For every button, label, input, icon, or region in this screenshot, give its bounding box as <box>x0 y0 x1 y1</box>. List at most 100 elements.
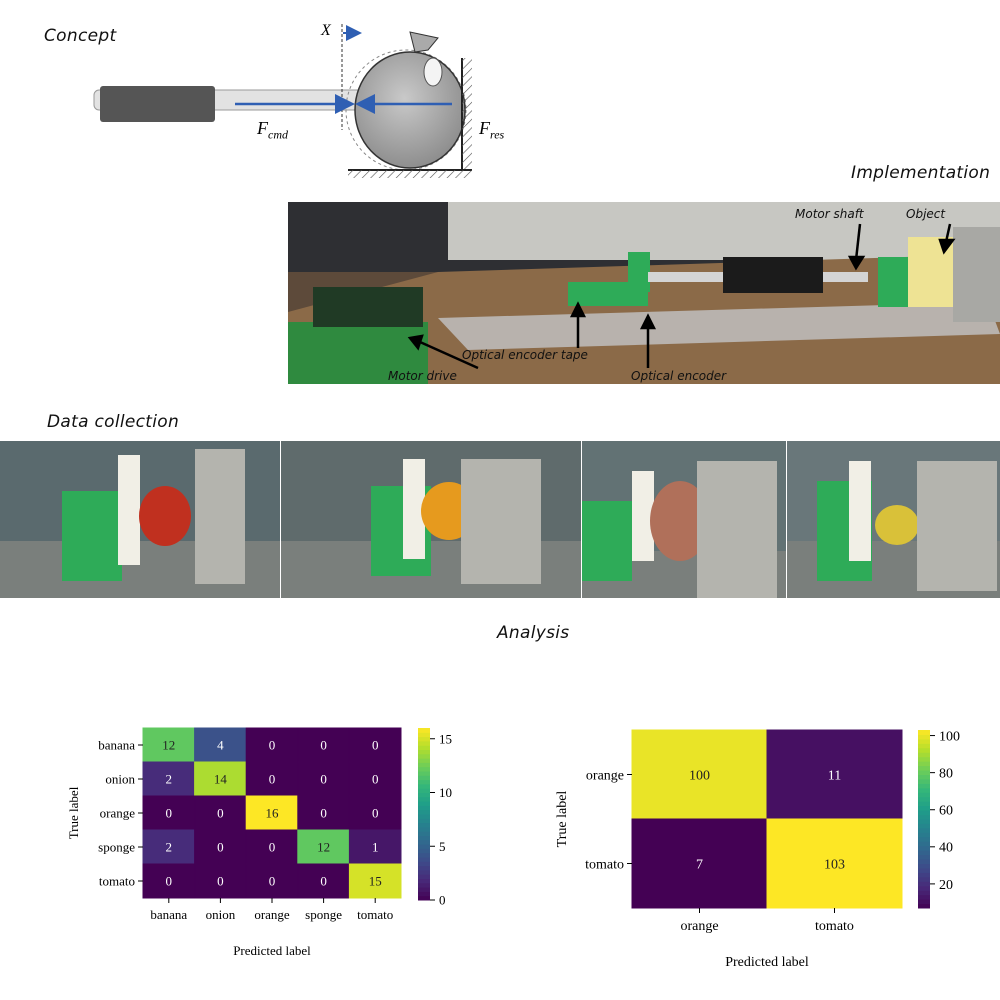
y-tick-label: orange <box>100 806 136 821</box>
x-tick-label: orange <box>680 919 718 934</box>
concept-diagram <box>93 24 472 178</box>
cell-value: 0 <box>372 806 379 821</box>
ball-stem <box>409 31 439 53</box>
encoder-label: Optical encoder <box>631 369 727 383</box>
colorbar-segment <box>918 872 930 878</box>
colorbar-segment <box>418 891 430 897</box>
colorbar-segment <box>418 745 430 750</box>
concept-title: Concept <box>44 26 117 46</box>
cell-value: 0 <box>320 874 327 889</box>
colorbar-segment <box>918 894 930 900</box>
colorbar-tick-label: 60 <box>939 804 953 819</box>
colorbar-segment <box>418 736 430 742</box>
matrix-cell <box>245 761 299 797</box>
cell-value: 0 <box>372 772 379 787</box>
colorbar-segment <box>918 899 930 905</box>
colorbar-segment <box>918 903 930 909</box>
colorbar-tick-label: 0 <box>439 893 446 908</box>
colorbar-segment <box>418 796 430 802</box>
colorbar-segment <box>418 753 430 759</box>
x-tick-label: tomato <box>357 907 393 922</box>
colorbar-segment <box>918 730 930 735</box>
colorbar-segment <box>418 874 430 879</box>
colorbar-segment <box>918 805 930 811</box>
colorbar-segment <box>418 839 430 845</box>
matrix-cell <box>348 761 402 797</box>
confusion-matrix-5class: 12 4 0 0 02 14 0 0 00 0 16 0 02 0 0 12 10 0 0 0 15bananabana… <box>66 727 452 958</box>
colorbar-segment <box>918 761 930 767</box>
cell-value: 0 <box>320 772 327 787</box>
colorbar-segment <box>418 792 430 798</box>
photo-tomato <box>0 441 280 598</box>
analysis-title: Analysis <box>497 623 570 643</box>
colorbar-segment <box>918 801 930 807</box>
colorbar-segment <box>418 831 430 836</box>
x-axis-title: Predicted label <box>725 955 809 970</box>
colorbar-segment <box>918 836 930 842</box>
colorbar-segment <box>918 863 930 869</box>
x-axis-title: Predicted label <box>233 943 311 958</box>
cell-value: 0 <box>269 738 276 753</box>
colorbar-tick-label: 40 <box>939 841 953 856</box>
colorbar-segment <box>918 854 930 860</box>
object-label: Object <box>906 207 946 221</box>
matrix-cell <box>194 727 247 763</box>
y-tick-label: onion <box>105 772 135 787</box>
colorbar-segment <box>918 752 930 758</box>
colorbar-segment <box>918 796 930 802</box>
photo-orange <box>281 441 581 598</box>
colorbar-segment <box>418 801 430 806</box>
colorbar-tick-label: 5 <box>439 839 446 854</box>
cell-value: 103 <box>824 857 845 872</box>
cell-value: 15 <box>369 874 382 889</box>
cell-value: 0 <box>166 874 173 889</box>
implementation-pointers <box>407 223 956 370</box>
matrix-cell <box>142 727 196 763</box>
colorbar-tick-label: 10 <box>439 785 452 800</box>
colorbar-segment <box>418 779 430 785</box>
matrix-cell <box>297 829 350 865</box>
colorbar-segment <box>418 766 430 772</box>
cell-value: 0 <box>217 840 224 855</box>
colorbar-segment <box>918 876 930 882</box>
matrix-cell <box>194 829 247 865</box>
matrix-cell <box>245 795 299 831</box>
colorbar-segment <box>918 827 930 833</box>
cell-value: 0 <box>320 806 327 821</box>
confusion-matrix-2class: 100 11 7 103 orange orange tomato tomato Predict… <box>555 729 960 970</box>
colorbar-segment <box>918 810 930 816</box>
implementation-title: Implementation <box>851 163 991 183</box>
colorbar-segment <box>918 814 930 820</box>
motor-shaft-label: Motor shaft <box>795 207 864 221</box>
colorbar-segment <box>418 861 430 867</box>
colorbar-segment <box>918 765 930 771</box>
implementation-photo <box>288 202 1000 384</box>
colorbar-tick-label: 15 <box>439 731 452 746</box>
colorbar-segment <box>418 869 430 875</box>
cell-value: 0 <box>217 806 224 821</box>
colorbar-segment <box>418 749 430 755</box>
colorbar-segment <box>918 756 930 762</box>
data-collection-title: Data collection <box>47 412 180 432</box>
colorbar-segment <box>918 734 930 740</box>
cell-value: 100 <box>689 768 710 783</box>
colorbar-segment <box>918 778 930 784</box>
colorbar-segment <box>918 747 930 753</box>
cell-value: 7 <box>696 857 703 872</box>
colorbar-segment <box>418 788 430 793</box>
x-tick-label: orange <box>254 907 290 922</box>
y-tick-label: sponge <box>98 840 135 855</box>
colorbar-segment <box>418 814 430 819</box>
colorbar-segment <box>918 738 930 744</box>
colorbar-segment <box>418 775 430 781</box>
motor-drive-label: Motor drive <box>388 369 457 383</box>
photo-onion <box>582 441 786 598</box>
cell-value: 16 <box>266 806 280 821</box>
cell-value: 0 <box>217 874 224 889</box>
matrix-cell <box>348 795 402 831</box>
colorbar-segment <box>418 805 430 811</box>
colorbar-segment <box>918 832 930 838</box>
colorbar-segment <box>418 848 430 854</box>
rod-grip <box>100 86 215 122</box>
cell-value: 0 <box>269 840 276 855</box>
